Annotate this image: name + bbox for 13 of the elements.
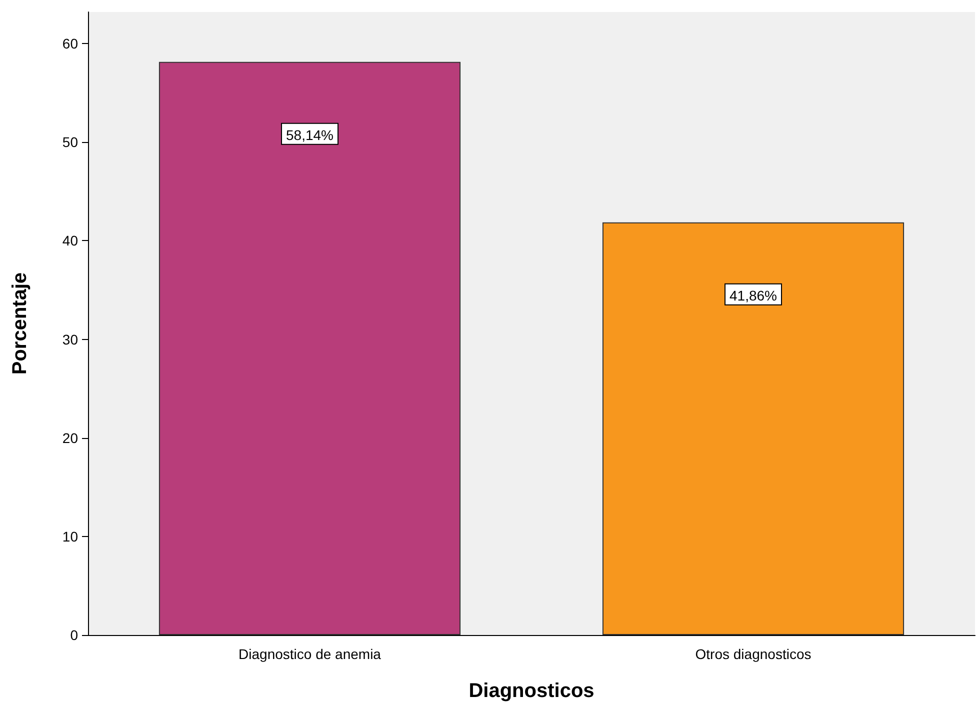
y-tick-label: 30 xyxy=(62,331,78,348)
x-axis-title: Diagnosticos xyxy=(468,680,594,702)
x-tick-label: Otros diagnosticos xyxy=(695,646,812,662)
y-axis-title: Porcentaje xyxy=(9,272,31,375)
y-tick-label: 50 xyxy=(62,134,78,150)
y-tick-label: 0 xyxy=(70,627,78,643)
data-label: 58,14% xyxy=(286,126,334,143)
y-tick-label: 20 xyxy=(62,430,78,446)
y-tick-label: 60 xyxy=(62,36,78,52)
x-tick-label: Diagnostico de anemia xyxy=(238,646,382,662)
y-tick-label: 40 xyxy=(62,232,78,249)
y-tick-label: 10 xyxy=(62,528,78,544)
data-label: 41,86% xyxy=(730,287,777,304)
